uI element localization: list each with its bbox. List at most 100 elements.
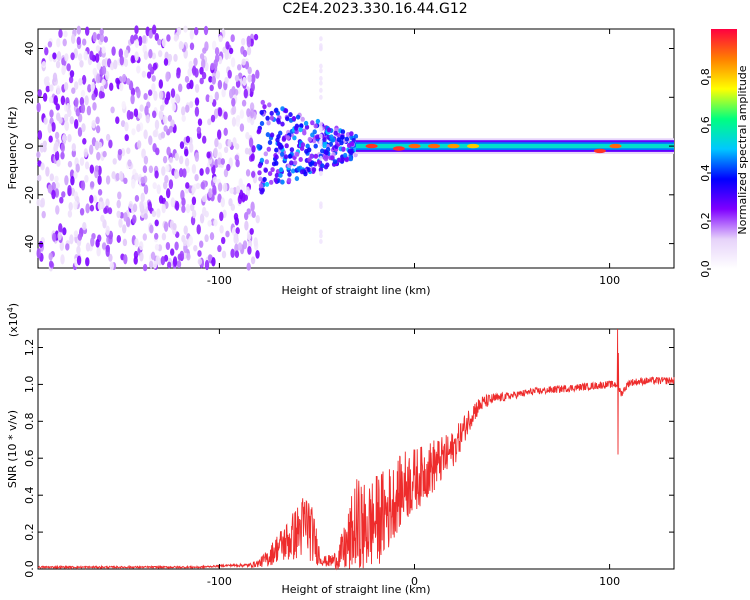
spectrogram-cell <box>57 231 62 241</box>
spectrogram-cell <box>294 176 300 182</box>
spectrogram-cell <box>202 135 207 144</box>
spectrogram-cell <box>319 94 323 100</box>
spectrogram-cell <box>208 188 213 199</box>
spectrogram-cell <box>85 257 90 267</box>
spectrogram-cell <box>122 238 128 247</box>
spectrogram-cell <box>250 256 256 265</box>
spectrogram-panel: -100 100 -40 -20 0 20 40 Height of straight li… <box>6 24 675 297</box>
spectrogram-cell <box>167 53 173 63</box>
spectrogram-cell <box>102 150 107 158</box>
spectrogram-cell <box>266 146 271 152</box>
spectrogram-cell <box>204 61 209 72</box>
spectrogram-y-axis-label: Frequency (Hz) <box>6 107 19 190</box>
spectrogram-cell <box>151 82 156 93</box>
snr-frame <box>37 328 675 570</box>
spectrogram-cell <box>136 88 141 99</box>
spectrogram-cell <box>84 174 89 183</box>
spectrogram-cell <box>184 148 189 157</box>
spectrogram-cell <box>213 108 219 119</box>
spectrogram-cell <box>225 41 230 50</box>
spectrogram-cell <box>264 181 270 187</box>
spectrogram-cell <box>217 193 222 203</box>
spectrogram-cell <box>231 97 236 107</box>
spectrogram-peak <box>428 143 440 149</box>
spectrogram-cell <box>211 75 216 85</box>
spectrogram-cell <box>55 181 60 189</box>
spectrogram-cell <box>101 58 107 68</box>
spectrogram-cell <box>55 103 60 111</box>
spectrogram-cell <box>115 77 120 85</box>
spectrogram-cell <box>56 51 62 62</box>
spectrogram-cell <box>235 79 241 88</box>
spectrogram-cell <box>143 155 149 165</box>
spectrogram-cell <box>37 130 43 140</box>
spectrogram-peak <box>609 143 622 149</box>
spectrogram-cell <box>76 36 82 46</box>
spectrogram-cell <box>226 163 231 172</box>
spectrogram-cell <box>133 256 138 265</box>
spectrogram-cell <box>341 146 346 152</box>
spectrogram-cell <box>181 205 186 214</box>
spectrogram-cell <box>185 104 190 113</box>
spectrogram-cell <box>101 65 107 75</box>
spectrogram-cell <box>209 232 215 241</box>
spectrogram-cell <box>263 151 268 157</box>
spectrogram-cell <box>245 169 251 177</box>
spectrogram-cell <box>310 120 315 126</box>
spectrogram-cell <box>69 70 75 78</box>
spectrogram-cell <box>61 65 66 76</box>
spectrogram-cell <box>195 182 201 190</box>
spectrogram-cell <box>38 240 44 248</box>
spectrogram-cell <box>176 27 182 35</box>
spectrogram-cell <box>197 258 203 265</box>
spectrogram-cell <box>98 90 104 99</box>
spectrogram-cell <box>262 104 267 110</box>
spectrogram-cell <box>250 201 255 212</box>
spectrogram-cell <box>100 214 105 223</box>
spectrogram-cell <box>61 133 67 143</box>
spectrogram-cell <box>182 239 188 247</box>
spectrogram-cell <box>41 210 46 219</box>
spectrogram-cell <box>305 143 310 149</box>
spectrogram-cell <box>223 168 229 178</box>
spectrogram-cell <box>336 137 342 143</box>
spectrogram-cell <box>136 123 141 133</box>
spectrogram-cell <box>325 162 330 168</box>
spectrogram-cell <box>274 147 279 153</box>
spectrogram-cell <box>145 114 150 124</box>
spectrogram-cell <box>185 135 191 143</box>
spectrogram-cell <box>188 235 193 246</box>
spectrogram-cell <box>103 207 108 214</box>
spectrogram-cell <box>155 255 160 264</box>
spectrogram-cell <box>189 29 194 40</box>
spectrogram-cell <box>248 137 254 148</box>
spectrogram-cell <box>257 170 262 176</box>
spectrogram-cell <box>270 167 275 173</box>
spectrogram-peak <box>593 148 606 154</box>
spectrogram-cell <box>172 222 177 231</box>
spectrogram-cell <box>292 160 298 166</box>
spectrogram-cell <box>221 88 226 98</box>
spectrogram-cell <box>148 89 153 97</box>
spectrogram-cell <box>176 260 182 269</box>
spectrogram-cell <box>133 108 139 118</box>
y-tick-label: -20 <box>23 186 36 204</box>
spectrogram-cell <box>168 156 174 164</box>
spectrogram-cell <box>318 167 324 173</box>
spectrogram-cell <box>257 163 263 169</box>
spectrogram-cell <box>120 120 126 128</box>
spectrogram-cell <box>76 255 82 266</box>
spectrogram-cell <box>278 167 284 173</box>
spectrogram-cell <box>36 102 41 113</box>
spectrogram-cell <box>353 133 359 139</box>
snr-ticks: -100 0 100 0.0 0.2 0.4 0.6 0.8 1.0 1.2 <box>23 329 674 588</box>
spectrogram-cell <box>152 24 157 35</box>
snr-y-axis-label: SNR (10 * v/v) <box>6 410 19 488</box>
spectrogram-cell <box>40 162 45 171</box>
spectrogram-cell <box>178 168 184 178</box>
spectrogram-cell <box>111 46 116 56</box>
spectrogram-cell <box>207 254 213 262</box>
spectrogram-cell <box>175 93 180 103</box>
y-tick-label: 0 <box>23 143 36 150</box>
spectrogram-cell <box>146 71 152 79</box>
